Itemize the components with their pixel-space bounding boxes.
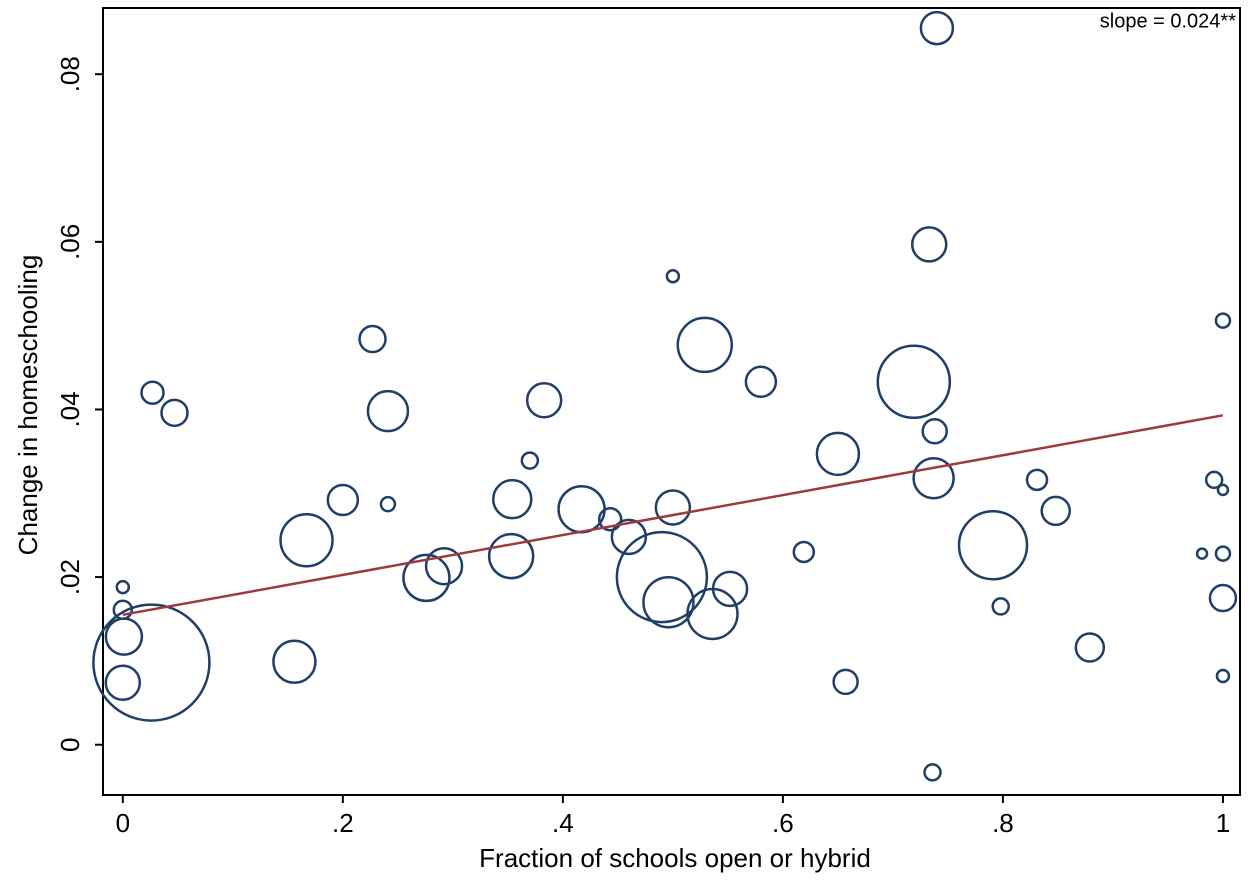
bubble <box>957 509 1029 581</box>
bubble <box>1208 583 1238 613</box>
plot-frame <box>102 7 1241 796</box>
bubble <box>910 226 948 263</box>
bubble <box>1204 470 1224 490</box>
x-tick-label: .4 <box>552 808 574 838</box>
x-tick-label: .8 <box>992 808 1014 838</box>
bubble <box>832 668 859 696</box>
bubble <box>279 512 334 568</box>
bubble <box>654 489 692 526</box>
bubble <box>1040 495 1071 527</box>
bubble <box>815 431 861 477</box>
bubble <box>492 478 533 520</box>
bubble <box>1216 483 1230 497</box>
bubble <box>520 451 540 470</box>
bubble <box>642 575 695 629</box>
bubble <box>1195 547 1209 560</box>
y-tick-label: .08 <box>55 56 85 92</box>
bubble <box>92 603 211 722</box>
bubble <box>112 599 134 621</box>
y-tick-label: .04 <box>55 391 85 427</box>
bubble <box>610 518 648 556</box>
bubble <box>921 418 948 445</box>
y-tick-label: 0 <box>55 737 85 751</box>
bubble <box>1215 668 1231 684</box>
bubble <box>686 587 739 641</box>
bubble <box>487 532 535 580</box>
x-tick-label: .2 <box>332 808 354 838</box>
bubble <box>424 546 464 586</box>
bubble <box>379 495 397 513</box>
bubble <box>358 324 387 354</box>
bubble <box>366 389 410 433</box>
bubble <box>991 597 1010 616</box>
bubble <box>923 763 942 782</box>
bubble <box>912 456 955 500</box>
bubble <box>597 507 623 532</box>
x-tick-label: .6 <box>772 808 794 838</box>
fit-line <box>122 414 1224 617</box>
bubble <box>615 530 709 624</box>
bubble <box>919 10 955 46</box>
x-tick-label: 1 <box>1216 808 1230 838</box>
bubble <box>104 664 142 701</box>
bubble <box>1025 468 1049 492</box>
bubble <box>676 316 734 374</box>
bubble <box>557 484 606 534</box>
bubble <box>744 365 778 399</box>
annotation: slope = 0.024** <box>1100 10 1236 32</box>
x-tick-label: 0 <box>116 808 130 838</box>
y-tick-label: .02 <box>55 559 85 595</box>
bubble <box>160 398 189 428</box>
x-axis-title: Fraction of schools open or hybrid <box>479 843 871 873</box>
bubble <box>140 380 165 405</box>
y-tick-label: .06 <box>55 224 85 260</box>
bubble <box>1214 545 1232 562</box>
bubble <box>1074 632 1106 663</box>
bubble <box>104 617 144 656</box>
bubble <box>1214 312 1232 329</box>
bubble <box>326 483 360 517</box>
y-axis-title: Change in homeschooling <box>13 255 43 556</box>
bubble <box>402 553 451 603</box>
bubble <box>525 381 563 419</box>
bubble <box>115 579 131 595</box>
bubble <box>272 639 317 684</box>
bubble <box>665 268 681 284</box>
bubble <box>792 540 816 564</box>
bubble <box>876 344 952 420</box>
bubble <box>711 570 749 608</box>
